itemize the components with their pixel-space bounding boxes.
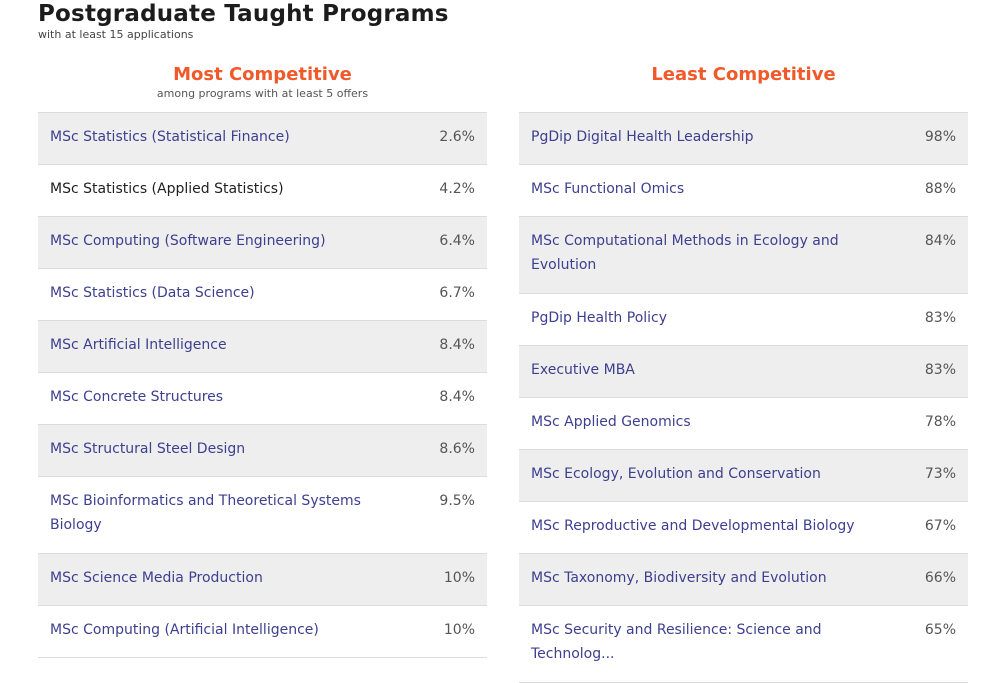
table-row: MSc Computational Methods in Ecology and… <box>519 217 968 294</box>
most-competitive-panel: Most Competitive among programs with at … <box>38 62 487 658</box>
offer-rate: 10% <box>443 570 475 586</box>
program-link[interactable]: MSc Concrete Structures <box>50 389 224 405</box>
table-row: Executive MBA 83% <box>519 346 968 398</box>
least-competitive-header: Least Competitive <box>519 62 968 112</box>
most-competitive-title: Most Competitive <box>173 64 352 85</box>
table-row: MSc Computing (Software Engineering) 6.4… <box>38 217 487 269</box>
table-row: MSc Concrete Structures 8.4% <box>38 373 487 425</box>
program-link[interactable]: MSc Structural Steel Design <box>50 441 246 457</box>
program-link[interactable]: MSc Reproductive and Developmental Biolo… <box>531 518 855 534</box>
program-link[interactable]: MSc Functional Omics <box>531 181 685 197</box>
least-competitive-panel: Least Competitive PgDip Digital Health L… <box>519 62 968 683</box>
offer-rate: 98% <box>924 129 956 145</box>
offer-rate: 2.6% <box>439 129 475 145</box>
program-link[interactable]: MSc Statistics (Statistical Finance) <box>50 129 290 145</box>
program-link[interactable]: MSc Ecology, Evolution and Conservation <box>531 466 821 482</box>
least-competitive-title: Least Competitive <box>651 64 836 85</box>
table-row: MSc Reproductive and Developmental Biolo… <box>519 502 968 554</box>
table-row: PgDip Health Policy 83% <box>519 294 968 346</box>
offer-rate: 65% <box>924 622 956 638</box>
program-link[interactable]: MSc Statistics (Applied Statistics) <box>50 181 284 197</box>
page-title: Postgraduate Taught Programs <box>38 1 449 27</box>
offer-rate: 84% <box>924 233 956 249</box>
offer-rate: 8.4% <box>439 337 475 353</box>
offer-rate: 73% <box>924 466 956 482</box>
program-link[interactable]: MSc Bioinformatics and Theoretical Syste… <box>50 493 361 533</box>
program-link[interactable]: MSc Science Media Production <box>50 570 263 586</box>
table-row: MSc Artificial Intelligence 8.4% <box>38 321 487 373</box>
offer-rate: 9.5% <box>439 493 475 509</box>
offer-rate: 6.7% <box>439 285 475 301</box>
program-link[interactable]: MSc Security and Resilience: Science and… <box>531 622 822 662</box>
table-row: MSc Statistics (Data Science) 6.7% <box>38 269 487 321</box>
offer-rate: 10% <box>443 622 475 638</box>
offer-rate: 8.4% <box>439 389 475 405</box>
table-row: MSc Taxonomy, Biodiversity and Evolution… <box>519 554 968 606</box>
table-row: MSc Structural Steel Design 8.6% <box>38 425 487 477</box>
table-row: MSc Statistics (Statistical Finance) 2.6… <box>38 113 487 165</box>
most-competitive-table: MSc Statistics (Statistical Finance) 2.6… <box>38 112 487 658</box>
program-link[interactable]: MSc Applied Genomics <box>531 414 691 430</box>
offer-rate: 88% <box>924 181 956 197</box>
program-link[interactable]: MSc Taxonomy, Biodiversity and Evolution <box>531 570 827 586</box>
offer-rate: 6.4% <box>439 233 475 249</box>
offer-rate: 67% <box>924 518 956 534</box>
offer-rate: 4.2% <box>439 181 475 197</box>
program-link[interactable]: MSc Computing (Artificial Intelligence) <box>50 622 319 638</box>
offer-rate: 83% <box>924 310 956 326</box>
table-row: MSc Security and Resilience: Science and… <box>519 606 968 683</box>
table-row: PgDip Digital Health Leadership 98% <box>519 113 968 165</box>
table-row: MSc Science Media Production 10% <box>38 554 487 606</box>
program-link[interactable]: Executive MBA <box>531 362 635 378</box>
table-row: MSc Ecology, Evolution and Conservation … <box>519 450 968 502</box>
table-row: MSc Bioinformatics and Theoretical Syste… <box>38 477 487 554</box>
page-subtitle: with at least 15 applications <box>38 28 194 41</box>
table-row: MSc Statistics (Applied Statistics) 4.2% <box>38 165 487 217</box>
program-link[interactable]: PgDip Digital Health Leadership <box>531 129 754 145</box>
least-competitive-table: PgDip Digital Health Leadership 98% MSc … <box>519 112 968 683</box>
table-row: MSc Functional Omics 88% <box>519 165 968 217</box>
table-row: MSc Applied Genomics 78% <box>519 398 968 450</box>
offer-rate: 83% <box>924 362 956 378</box>
program-link[interactable]: MSc Statistics (Data Science) <box>50 285 255 301</box>
program-link[interactable]: PgDip Health Policy <box>531 310 668 326</box>
offer-rate: 8.6% <box>439 441 475 457</box>
program-link[interactable]: MSc Computing (Software Engineering) <box>50 233 326 249</box>
most-competitive-subtitle: among programs with at least 5 offers <box>156 87 369 100</box>
offer-rate: 66% <box>924 570 956 586</box>
program-link[interactable]: MSc Artificial Intelligence <box>50 337 227 353</box>
most-competitive-header: Most Competitive among programs with at … <box>38 62 487 112</box>
table-row: MSc Computing (Artificial Intelligence) … <box>38 606 487 658</box>
program-link[interactable]: MSc Computational Methods in Ecology and… <box>531 233 839 273</box>
offer-rate: 78% <box>924 414 956 430</box>
